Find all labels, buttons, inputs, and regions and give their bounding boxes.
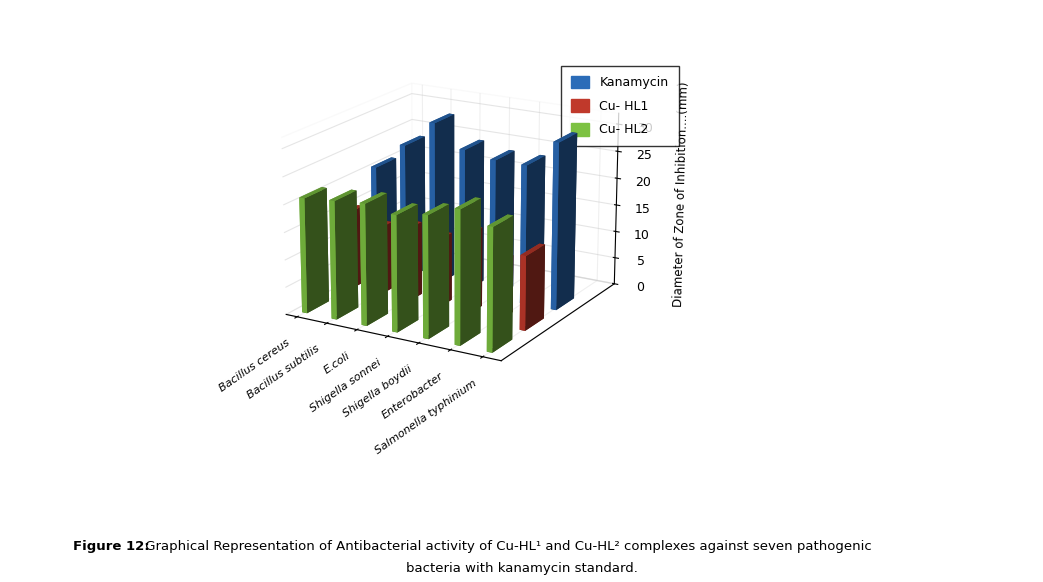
Text: Graphical Representation of Antibacterial activity of Cu-HL¹ and Cu-HL² complexe: Graphical Representation of Antibacteria… (141, 540, 872, 553)
Text: Figure 12:: Figure 12: (73, 540, 149, 553)
Legend: Kanamycin, Cu- HL1, Cu- HL2: Kanamycin, Cu- HL1, Cu- HL2 (561, 66, 679, 147)
Text: bacteria with kanamycin standard.: bacteria with kanamycin standard. (406, 562, 637, 574)
